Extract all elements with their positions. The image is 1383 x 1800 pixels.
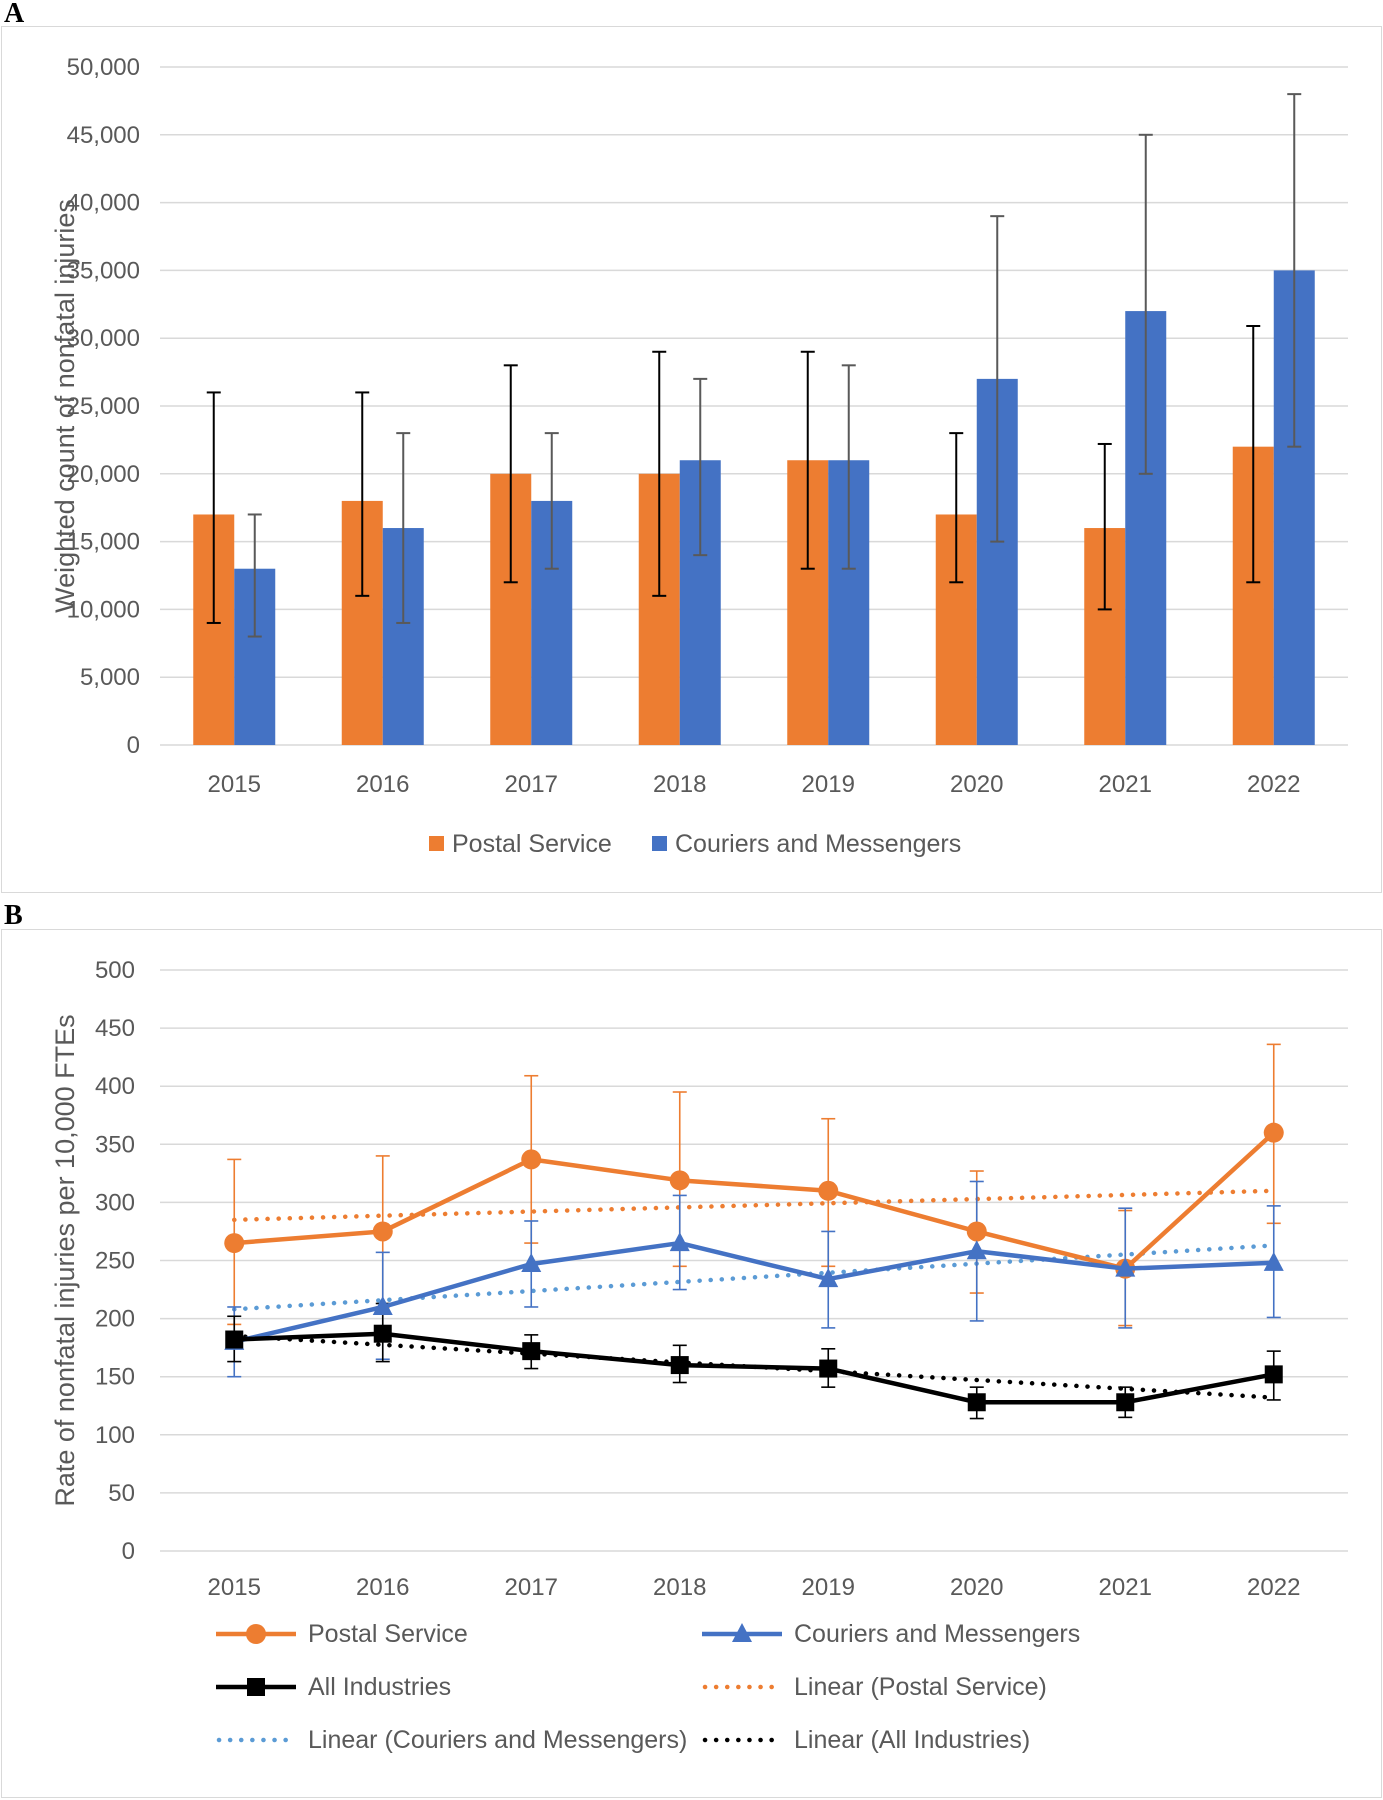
data-point-square xyxy=(373,1324,392,1343)
legend-label: Postal Service xyxy=(308,1620,468,1648)
data-point-circle xyxy=(372,1221,393,1242)
y-tick-label: 20,000 xyxy=(67,461,140,488)
legend-label: Couriers and Messengers xyxy=(794,1620,1080,1648)
legend-label: Linear (Couriers and Messengers) xyxy=(308,1726,687,1754)
x-tick-label: 2017 xyxy=(505,1574,558,1601)
legend-marker xyxy=(247,1678,265,1696)
data-point-triangle xyxy=(372,1295,393,1315)
y-tick-label: 150 xyxy=(95,1364,135,1391)
bar-chart-a: 0 5,000 10,000 15,000 20,000 25,000 30,000 35,0… xyxy=(50,54,1348,858)
y-tick-label: 250 xyxy=(95,1248,135,1275)
trendline xyxy=(232,1188,1276,1223)
y-tick-label: 50,000 xyxy=(67,54,140,81)
panel-a-label: A xyxy=(4,0,25,29)
legend-label: Postal Service xyxy=(452,830,612,858)
data-point-square xyxy=(819,1359,838,1378)
legend-marker xyxy=(246,1624,266,1644)
series-line xyxy=(234,1331,1275,1405)
y-tick-label: 5,000 xyxy=(80,664,140,691)
y-tick-label: 40,000 xyxy=(67,190,140,217)
x-tick-label: 2020 xyxy=(950,771,1003,798)
legend-swatch xyxy=(652,836,667,851)
x-tick-label: 2016 xyxy=(356,771,409,798)
data-point-square xyxy=(225,1330,244,1349)
y-tick-label: 100 xyxy=(95,1422,135,1449)
legend-marker xyxy=(732,1623,752,1642)
legend-label: Linear (Postal Service) xyxy=(794,1673,1047,1701)
x-tick-label: 2021 xyxy=(1099,771,1152,798)
y-tick-label: 300 xyxy=(95,1189,135,1216)
legend-swatch xyxy=(429,836,444,851)
legend-label: Couriers and Messengers xyxy=(675,830,961,858)
y-tick-label: 10,000 xyxy=(67,596,140,623)
x-tick-label: 2015 xyxy=(208,1574,261,1601)
data-point-square xyxy=(1264,1365,1283,1384)
y-tick-label: 15,000 xyxy=(67,529,140,556)
x-tick-label: 2016 xyxy=(356,1574,409,1601)
chart-a-frame: 0 5,000 10,000 15,000 20,000 25,000 30,000 35,0… xyxy=(1,26,1382,893)
data-point-triangle xyxy=(966,1240,987,1260)
y-tick-label: 45,000 xyxy=(67,122,140,149)
data-point-triangle xyxy=(1263,1251,1284,1271)
y-tick-label: 0 xyxy=(122,1538,135,1565)
y-tick-label: 450 xyxy=(95,1015,135,1042)
data-point-triangle xyxy=(818,1268,839,1288)
y-tick-label: 200 xyxy=(95,1306,135,1333)
x-tick-label: 2022 xyxy=(1247,771,1300,798)
data-point-circle xyxy=(1263,1122,1284,1143)
y-axis-title: Rate of nonfatal injuries per 10,000 FTE… xyxy=(50,1014,80,1506)
y-tick-label: 50 xyxy=(108,1480,135,1507)
legend-label: Linear (All Industries) xyxy=(794,1726,1030,1754)
panel-b-label: B xyxy=(4,900,23,931)
x-tick-label: 2015 xyxy=(208,771,261,798)
data-point-circle xyxy=(521,1149,542,1170)
x-tick-label: 2018 xyxy=(653,771,706,798)
y-tick-label: 400 xyxy=(95,1073,135,1100)
series-line xyxy=(233,1240,1274,1345)
y-axis-title: Weighted count of nonfatal injuries xyxy=(50,199,80,613)
y-tick-label: 35,000 xyxy=(67,257,140,284)
data-point-circle xyxy=(966,1221,987,1242)
y-tick-label: 30,000 xyxy=(67,325,140,352)
data-point-square xyxy=(670,1356,689,1375)
x-tick-label: 2022 xyxy=(1247,1574,1300,1601)
data-point-circle xyxy=(818,1180,839,1201)
series-line xyxy=(234,1131,1276,1271)
x-tick-label: 2021 xyxy=(1099,1574,1152,1601)
x-tick-label: 2018 xyxy=(653,1574,706,1601)
data-point-square xyxy=(522,1342,541,1361)
x-tick-label: 2019 xyxy=(802,771,855,798)
x-tick-label: 2020 xyxy=(950,1574,1003,1601)
legend-label: All Industries xyxy=(308,1673,451,1701)
x-tick-label: 2019 xyxy=(802,1574,855,1601)
y-tick-label: 0 xyxy=(127,732,140,759)
data-point-triangle xyxy=(669,1232,690,1252)
y-tick-label: 25,000 xyxy=(67,393,140,420)
y-tick-label: 350 xyxy=(95,1131,135,1158)
line-chart-b: 0 50 100 150 200 250 300 350 400 450 500 2015 2016 20… xyxy=(50,957,1348,1754)
y-tick-label: 500 xyxy=(95,957,135,984)
trendline xyxy=(232,1243,1276,1312)
data-point-circle xyxy=(669,1170,690,1191)
data-point-triangle xyxy=(1115,1257,1136,1277)
x-tick-label: 2017 xyxy=(505,771,558,798)
data-point-triangle xyxy=(521,1252,542,1272)
chart-b-frame: 0 50 100 150 200 250 300 350 400 450 500 2015 2016 20… xyxy=(1,929,1382,1798)
data-point-circle xyxy=(224,1233,245,1254)
data-point-square xyxy=(1116,1393,1135,1412)
data-point-square xyxy=(967,1393,986,1412)
